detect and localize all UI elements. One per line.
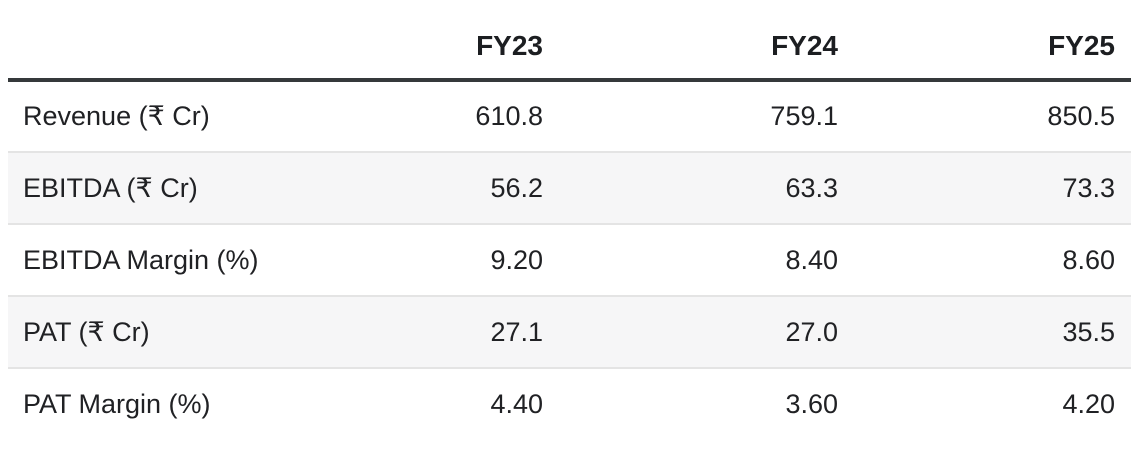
- header-row: FY23 FY24 FY25: [8, 14, 1131, 82]
- value-cell: 850.5: [1047, 101, 1115, 131]
- metric-label: PAT (₹ Cr): [23, 316, 150, 347]
- financials-table-container: FY23 FY24 FY25 Revenue (₹ Cr) 610.8 759.…: [8, 14, 1131, 440]
- metric-label: EBITDA (₹ Cr): [23, 172, 198, 203]
- metric-label: PAT Margin (%): [23, 389, 211, 419]
- value-cell: 4.20: [1062, 389, 1115, 419]
- metric-label: EBITDA Margin (%): [23, 244, 259, 275]
- value-cell: 759.1: [770, 101, 838, 131]
- metric-column-header: [8, 14, 364, 82]
- value-cell: 3.60: [785, 389, 838, 419]
- table-row-ebitda: EBITDA (₹ Cr) 56.2 63.3 73.3: [8, 152, 1131, 224]
- table-row-pat-margin: PAT Margin (%) 4.40 3.60 4.20: [8, 368, 1131, 440]
- year-column-header-fy25: FY25: [854, 14, 1131, 82]
- value-cell: 56.2: [490, 172, 543, 203]
- value-cell: 35.5: [1062, 316, 1115, 347]
- value-cell: 27.0: [785, 316, 838, 347]
- value-cell: 63.3: [785, 172, 838, 203]
- financials-table: FY23 FY24 FY25 Revenue (₹ Cr) 610.8 759.…: [8, 14, 1131, 440]
- year-column-header-fy24: FY24: [559, 14, 854, 82]
- table-row-ebitda-margin: EBITDA Margin (%) 9.20 8.40 8.60: [8, 224, 1131, 296]
- value-cell: 9.20: [490, 244, 543, 275]
- metric-label: Revenue (₹ Cr): [23, 101, 210, 131]
- value-cell: 610.8: [475, 101, 543, 131]
- value-cell: 8.40: [785, 244, 838, 275]
- table-row-revenue: Revenue (₹ Cr) 610.8 759.1 850.5: [8, 80, 1131, 152]
- table-row-pat: PAT (₹ Cr) 27.1 27.0 35.5: [8, 296, 1131, 368]
- value-cell: 73.3: [1062, 172, 1115, 203]
- year-column-header-fy23: FY23: [364, 14, 559, 82]
- value-cell: 4.40: [490, 389, 543, 419]
- value-cell: 8.60: [1062, 244, 1115, 275]
- value-cell: 27.1: [490, 316, 543, 347]
